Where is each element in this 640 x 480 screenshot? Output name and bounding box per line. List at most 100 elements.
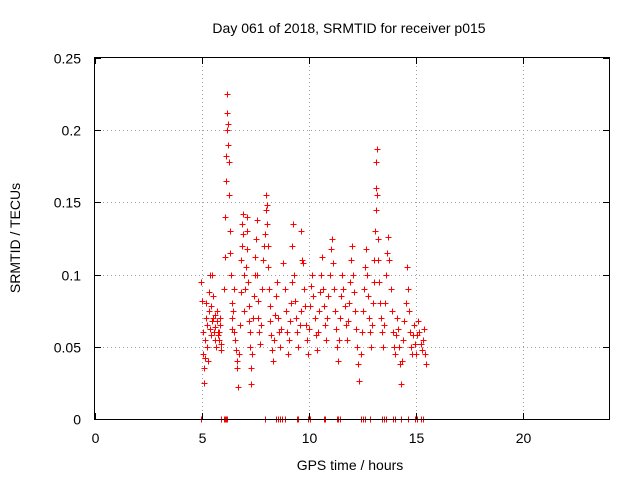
data-point — [229, 315, 236, 322]
data-point — [319, 254, 326, 261]
data-point — [384, 250, 391, 257]
data-point — [214, 318, 221, 325]
data-point — [362, 264, 369, 271]
data-point — [364, 272, 371, 279]
data-point — [208, 303, 215, 310]
data-point — [269, 347, 276, 354]
data-point — [199, 298, 206, 305]
data-point — [218, 341, 225, 348]
data-point — [254, 217, 261, 224]
data-point — [312, 315, 319, 322]
data-point — [209, 272, 216, 279]
data-point — [301, 286, 308, 293]
data-point — [214, 308, 221, 315]
data-point — [239, 243, 246, 250]
data-point — [374, 146, 381, 153]
data-point — [320, 286, 327, 293]
y-tick-label: 0.15 — [54, 195, 81, 211]
data-point — [317, 289, 324, 296]
data-point — [370, 300, 377, 307]
data-point — [213, 344, 220, 351]
data-point — [327, 272, 334, 279]
data-point — [200, 329, 207, 336]
data-point — [290, 221, 297, 228]
data-point — [233, 347, 240, 354]
data-point — [224, 127, 231, 134]
data-point — [248, 381, 255, 388]
data-point — [247, 344, 254, 351]
data-point — [378, 315, 385, 322]
data-point — [408, 344, 415, 351]
data-point — [382, 300, 389, 307]
data-point — [337, 315, 344, 322]
data-point — [262, 231, 269, 238]
data-point — [230, 308, 237, 315]
data-point — [278, 326, 285, 333]
data-point — [237, 322, 244, 329]
data-point — [205, 358, 212, 365]
data-point — [224, 91, 231, 98]
data-point — [373, 185, 380, 192]
data-point — [267, 318, 274, 325]
data-point — [228, 272, 235, 279]
data-point — [242, 286, 249, 293]
data-point — [231, 329, 238, 336]
data-point — [420, 337, 427, 344]
data-point — [198, 279, 205, 286]
data-point — [330, 260, 337, 267]
data-point — [415, 318, 422, 325]
data-point — [216, 329, 223, 336]
data-point — [263, 207, 270, 214]
data-point — [289, 243, 296, 250]
data-point — [375, 257, 382, 264]
data-point — [289, 279, 296, 286]
data-point — [300, 260, 307, 267]
data-point — [349, 243, 356, 250]
data-point — [407, 329, 414, 336]
data-point — [267, 303, 274, 310]
y-tick-label: 0.25 — [54, 51, 81, 67]
data-point — [249, 351, 256, 358]
data-point — [284, 329, 291, 336]
data-point — [366, 315, 373, 322]
data-point — [360, 308, 367, 315]
data-point — [358, 351, 365, 358]
data-point — [380, 344, 387, 351]
data-point — [348, 257, 355, 264]
x-tick-label: 15 — [409, 430, 425, 446]
x-tick-label: 20 — [516, 430, 532, 446]
y-axis-label: SRMTID / TECUs — [7, 183, 23, 293]
data-point — [345, 318, 352, 325]
data-point — [381, 322, 388, 329]
data-point — [270, 358, 277, 365]
data-point — [393, 332, 400, 339]
data-point — [201, 365, 208, 372]
data-point — [342, 303, 349, 310]
data-point — [421, 326, 428, 333]
data-point — [292, 298, 299, 305]
data-point — [229, 300, 236, 307]
data-point — [361, 286, 368, 293]
x-tick-label: 5 — [199, 430, 207, 446]
data-point — [352, 308, 359, 315]
data-point — [287, 318, 294, 325]
data-point — [423, 361, 430, 368]
data-point — [271, 337, 278, 344]
data-point — [323, 337, 330, 344]
data-point — [238, 257, 245, 264]
data-point — [388, 286, 395, 293]
data-point — [253, 236, 260, 243]
data-point — [225, 121, 232, 128]
data-point — [293, 315, 300, 322]
data-point — [202, 355, 209, 362]
data-point — [331, 286, 338, 293]
data-point — [204, 322, 211, 329]
data-point — [235, 384, 242, 391]
data-point — [215, 332, 222, 339]
data-point — [254, 272, 261, 279]
data-point — [234, 365, 241, 372]
data-point — [304, 337, 311, 344]
data-point — [234, 358, 241, 365]
axis-tick-labels: 0 5 10 15 20 0 0.05 0.1 0.15 0.2 0.25 — [54, 51, 532, 447]
data-point — [222, 254, 229, 261]
